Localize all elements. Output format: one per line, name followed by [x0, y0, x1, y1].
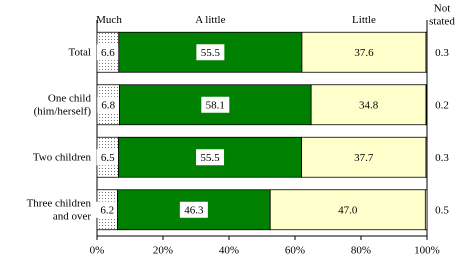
- value-label-box: [196, 149, 225, 166]
- x-tick-label: 0%: [90, 245, 105, 257]
- value-label: 6.2: [100, 204, 114, 216]
- legend-label: A little: [195, 14, 225, 26]
- bar-segment: [301, 136, 427, 178]
- value-label: 55.5: [201, 47, 221, 59]
- value-label: 47.0: [338, 204, 358, 216]
- bar-segment: [425, 84, 428, 126]
- bar-segment: [425, 136, 428, 178]
- value-label-box: [96, 44, 119, 61]
- value-label-box: [96, 149, 119, 166]
- value-label: 34.8: [359, 99, 379, 111]
- legend-label: Not stated: [429, 2, 455, 27]
- x-tick-label: 40%: [219, 245, 239, 257]
- y-tick-label: One child (him/herself): [34, 92, 92, 117]
- value-label-box: [97, 96, 120, 113]
- value-label: 37.7: [354, 152, 374, 164]
- x-tick-label: 100%: [414, 245, 440, 257]
- value-label-box: [201, 96, 230, 113]
- x-tick-label: 60%: [285, 245, 305, 257]
- x-tick-label: 80%: [351, 245, 371, 257]
- y-tick-label: Three children and over: [27, 197, 92, 222]
- x-tick-label: 20%: [153, 245, 173, 257]
- value-label-box: [96, 201, 119, 218]
- value-label-box: [196, 44, 225, 61]
- value-label: 0.3: [435, 47, 449, 59]
- legend-label: Much: [96, 14, 122, 26]
- value-label-box: [179, 201, 208, 218]
- value-label: 0.2: [435, 99, 449, 111]
- value-label: 6.6: [101, 47, 115, 59]
- value-label: 37.6: [354, 47, 374, 59]
- value-label: 46.3: [184, 204, 204, 216]
- legend-label: Little: [352, 14, 376, 26]
- value-label: 6.8: [101, 99, 115, 111]
- value-label: 0.3: [435, 152, 449, 164]
- value-label: 0.5: [435, 204, 449, 216]
- y-tick-label: Two children: [33, 151, 92, 163]
- bar-segment: [310, 84, 427, 126]
- value-label: 6.5: [101, 152, 115, 164]
- bar-segment: [301, 31, 427, 73]
- bar-segment: [425, 31, 428, 73]
- value-label: 58.1: [206, 99, 225, 111]
- bar-segment: [424, 189, 428, 231]
- value-label: 55.5: [200, 152, 220, 164]
- y-tick-label: Total: [69, 46, 91, 58]
